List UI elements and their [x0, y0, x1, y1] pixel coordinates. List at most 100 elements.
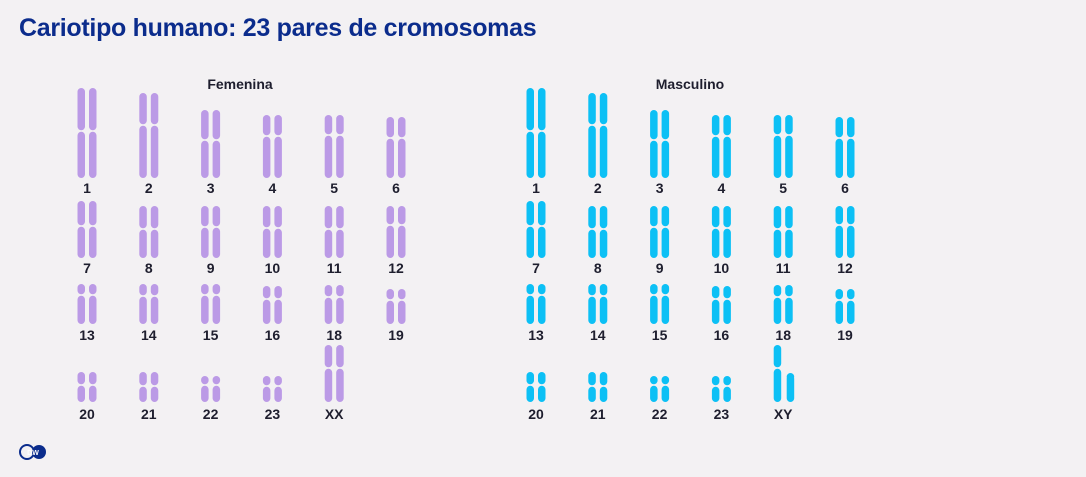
female-chromosome-21-label: 21	[141, 406, 157, 422]
female-chromosome-13-label: 13	[79, 327, 95, 343]
female-chromosome-8-left-p-arm	[139, 206, 147, 229]
male-chromosome-23-right-p-arm	[723, 376, 731, 386]
male-chromosome-12	[835, 206, 855, 258]
female-chromosome-13-left-q-arm	[77, 295, 85, 324]
female-chromosome-5-label: 5	[330, 180, 338, 196]
female-chromosome-2-right-q-arm	[150, 125, 159, 178]
male-chromosome-13-label: 13	[528, 327, 544, 343]
male-chromosome-18-label: 18	[775, 327, 791, 343]
male-chromosome-16-right-p-arm	[723, 286, 731, 299]
female-chromosome-4-label: 4	[269, 180, 277, 196]
female-chromosome-8-left-q-arm	[139, 229, 147, 258]
female-chromosome-20-right-q-arm	[89, 385, 97, 402]
male-chromosome-12-left-p-arm	[835, 206, 843, 225]
female-chromosome-12-left-p-arm	[386, 206, 394, 225]
male-chromosome-14	[588, 284, 608, 324]
female-chromosome-3-right-p-arm	[212, 110, 221, 140]
female-chromosome-11-right-p-arm	[336, 206, 344, 229]
male-chromosome-14-left-p-arm	[588, 284, 596, 296]
female-chromosome-3-right-q-arm	[212, 140, 221, 178]
male-chromosome-3-right-q-arm	[661, 140, 670, 178]
male-chromosome-2-right-p-arm	[599, 93, 608, 125]
female-chromosome-18-left-p-arm	[324, 285, 333, 297]
male-chromosome-11-left-p-arm	[773, 206, 782, 229]
female-chromosome-xx-label: XX	[325, 406, 344, 422]
male-chromosome-15-left-p-arm	[650, 284, 658, 295]
male-chromosome-1-left-p-arm	[526, 88, 534, 131]
male-chromosome-18-right-p-arm	[785, 285, 793, 297]
female-chromosome-10-right-q-arm	[274, 228, 282, 258]
male-chromosome-5	[773, 115, 793, 178]
female-chromosome-5	[324, 115, 344, 178]
male-chromosome-8-left-q-arm	[588, 229, 596, 258]
male-chromosome-19-right-p-arm	[847, 289, 855, 300]
female-chromosome-7-label: 7	[83, 260, 91, 276]
male-chromosome-19-right-q-arm	[847, 300, 855, 324]
male-chromosome-12-left-q-arm	[835, 225, 843, 258]
male-chromosome-4-left-q-arm	[711, 136, 720, 178]
male-chromosome-22	[650, 376, 670, 402]
male-chromosome-4-left-p-arm	[711, 115, 720, 136]
male-chromosome-14-right-q-arm	[599, 296, 608, 324]
female-chromosome-4-right-q-arm	[274, 136, 282, 178]
male-chromosome-7	[526, 201, 546, 258]
female-chromosome-20	[77, 372, 97, 402]
male-chromosome-7-right-p-arm	[538, 201, 546, 226]
female-chromosome-22-left-p-arm	[201, 376, 209, 385]
male-chromosome-1-left-q-arm	[526, 131, 534, 178]
female-chromosome-19	[386, 289, 406, 324]
male-chromosome-6-left-p-arm	[835, 117, 843, 138]
male-chromosome-10-left-q-arm	[711, 228, 720, 258]
male-chromosome-9-right-q-arm	[661, 227, 670, 258]
male-chromosome-8	[588, 206, 608, 258]
male-chromosome-23	[711, 376, 731, 402]
male-chromosome-5-left-p-arm	[773, 115, 782, 135]
female-chromosome-19-label: 19	[388, 327, 404, 343]
male-chromosome-14-left-q-arm	[588, 296, 596, 324]
female-chromosome-9-left-q-arm	[201, 227, 209, 258]
female-chromosome-3-left-p-arm	[201, 110, 209, 140]
female-chromosome-1-right-q-arm	[89, 131, 97, 178]
male-chromosome-20-right-p-arm	[538, 372, 546, 385]
male-chromosome-12-right-q-arm	[847, 225, 855, 258]
female-chromosome-1-right-p-arm	[89, 88, 97, 131]
female-chromosome-18-right-p-arm	[336, 285, 344, 297]
male-chromosome-13-right-q-arm	[538, 295, 546, 324]
male-chromosome-2-left-q-arm	[588, 125, 596, 178]
male-chromosome-13	[526, 284, 546, 324]
male-chromosome-5-right-q-arm	[785, 135, 793, 178]
page-title: Cariotipo humano: 23 pares de cromosomas	[19, 14, 537, 42]
female-chromosome-16	[262, 286, 282, 324]
female-chromosome-18	[324, 285, 344, 324]
male-chromosome-1	[526, 88, 546, 178]
male-chromosome-11-left-q-arm	[773, 229, 782, 258]
female-chromosome-23	[262, 376, 282, 402]
female-chromosome-22-right-q-arm	[212, 385, 221, 402]
male-chromosome-20-left-p-arm	[526, 372, 534, 385]
female-chromosome-12-left-q-arm	[386, 225, 394, 258]
female-chromosome-10-left-q-arm	[262, 228, 271, 258]
male-chromosome-6-label: 6	[841, 180, 849, 196]
female-chromosome-xx-right-p-arm	[336, 345, 344, 368]
male-chromosome-10-right-p-arm	[723, 206, 731, 228]
male-chromosome-9-label: 9	[656, 260, 664, 276]
female-chromosome-6-label: 6	[392, 180, 400, 196]
female-chromosome-9	[201, 206, 221, 258]
female-chromosome-23-left-p-arm	[262, 376, 271, 386]
male-chromosome-12-label: 12	[837, 260, 853, 276]
female-chromosome-xx-left-q-arm	[324, 368, 333, 402]
female-chromosome-7-right-p-arm	[89, 201, 97, 226]
male-chromosome-1-right-p-arm	[538, 88, 546, 131]
female-chromosome-6	[386, 117, 406, 178]
male-chromosome-8-label: 8	[594, 260, 602, 276]
female-chromosome-1-label: 1	[83, 180, 91, 196]
female-chromosome-1-left-p-arm	[77, 88, 85, 131]
female-chromosome-22-right-p-arm	[212, 376, 221, 385]
male-chromosome-xy-x-q-arm	[773, 368, 782, 402]
male-chromosome-21-left-q-arm	[588, 386, 596, 402]
male-chromosome-9-right-p-arm	[661, 206, 670, 227]
female-chromosome-6-right-q-arm	[398, 138, 406, 178]
female-chromosome-3-label: 3	[207, 180, 215, 196]
female-chromosome-2	[139, 93, 159, 178]
male-chromosome-9	[650, 206, 670, 258]
